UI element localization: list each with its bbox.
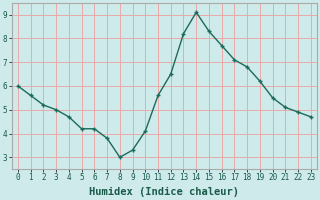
- X-axis label: Humidex (Indice chaleur): Humidex (Indice chaleur): [89, 187, 239, 197]
